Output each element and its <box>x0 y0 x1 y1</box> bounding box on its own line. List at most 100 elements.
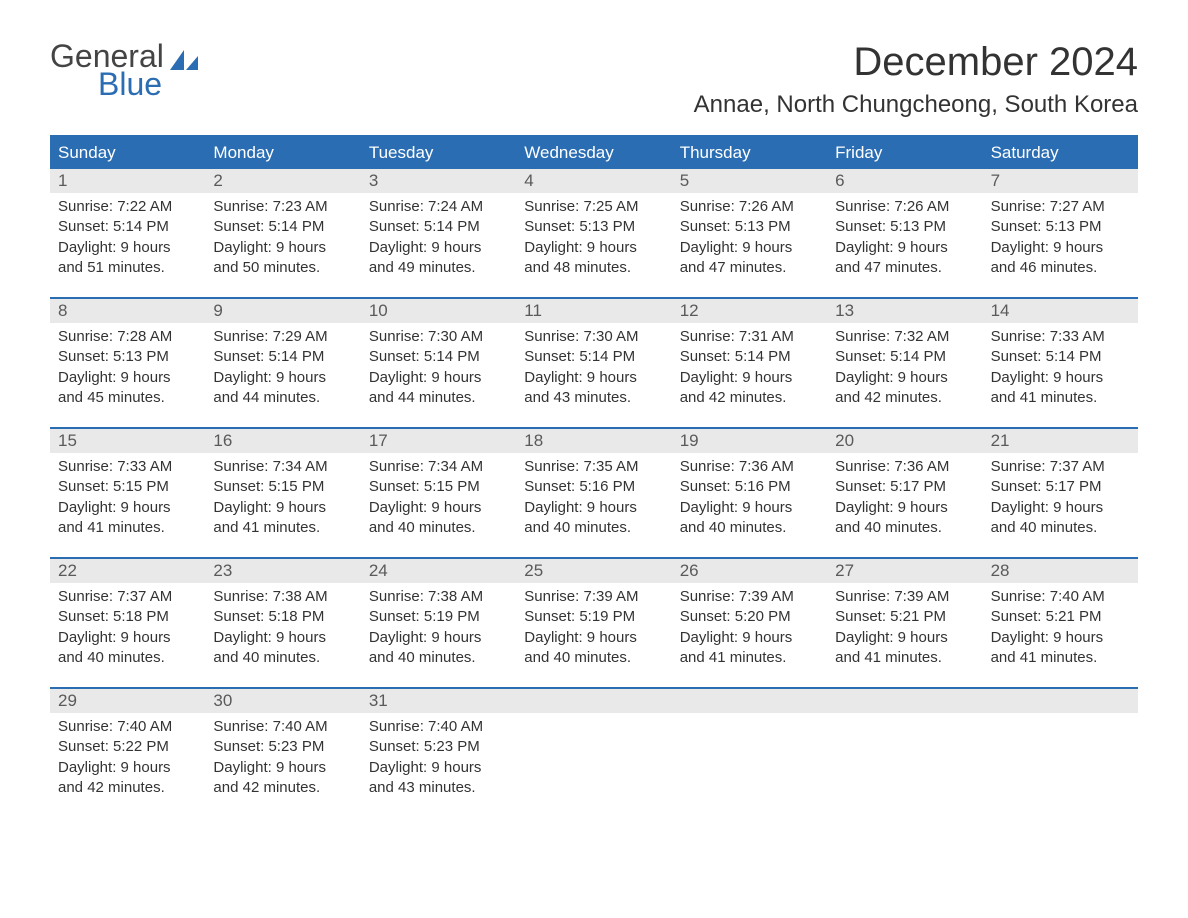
daylight-line-2: and 42 minutes. <box>58 778 197 798</box>
sunrise-line: Sunrise: 7:26 AM <box>680 197 819 217</box>
day-cell: 29Sunrise: 7:40 AMSunset: 5:22 PMDayligh… <box>50 689 205 817</box>
header-wednesday: Wednesday <box>516 137 671 169</box>
day-cell: 9Sunrise: 7:29 AMSunset: 5:14 PMDaylight… <box>205 299 360 427</box>
sunrise-line: Sunrise: 7:38 AM <box>213 587 352 607</box>
daylight-line-1: Daylight: 9 hours <box>991 238 1130 258</box>
day-body: Sunrise: 7:36 AMSunset: 5:16 PMDaylight:… <box>672 453 827 548</box>
daylight-line-1: Daylight: 9 hours <box>991 628 1130 648</box>
day-cell: 24Sunrise: 7:38 AMSunset: 5:19 PMDayligh… <box>361 559 516 687</box>
daylight-line-2: and 40 minutes. <box>524 648 663 668</box>
header-thursday: Thursday <box>672 137 827 169</box>
daylight-line-2: and 41 minutes. <box>991 648 1130 668</box>
sunrise-line: Sunrise: 7:40 AM <box>213 717 352 737</box>
daylight-line-2: and 40 minutes. <box>58 648 197 668</box>
sunset-line: Sunset: 5:14 PM <box>369 217 508 237</box>
day-cell: 26Sunrise: 7:39 AMSunset: 5:20 PMDayligh… <box>672 559 827 687</box>
daylight-line-1: Daylight: 9 hours <box>58 628 197 648</box>
sunrise-line: Sunrise: 7:25 AM <box>524 197 663 217</box>
day-body: Sunrise: 7:39 AMSunset: 5:20 PMDaylight:… <box>672 583 827 678</box>
daylight-line-2: and 41 minutes. <box>213 518 352 538</box>
day-cell: 7Sunrise: 7:27 AMSunset: 5:13 PMDaylight… <box>983 169 1138 297</box>
day-number: 26 <box>672 559 827 583</box>
daylight-line-2: and 41 minutes. <box>835 648 974 668</box>
sunset-line: Sunset: 5:14 PM <box>680 347 819 367</box>
sunset-line: Sunset: 5:21 PM <box>991 607 1130 627</box>
sunset-line: Sunset: 5:15 PM <box>369 477 508 497</box>
day-cell <box>516 689 671 817</box>
sunset-line: Sunset: 5:14 PM <box>991 347 1130 367</box>
day-cell: 13Sunrise: 7:32 AMSunset: 5:14 PMDayligh… <box>827 299 982 427</box>
daylight-line-1: Daylight: 9 hours <box>213 368 352 388</box>
day-body: Sunrise: 7:28 AMSunset: 5:13 PMDaylight:… <box>50 323 205 418</box>
day-body: Sunrise: 7:35 AMSunset: 5:16 PMDaylight:… <box>516 453 671 548</box>
sunrise-line: Sunrise: 7:30 AM <box>369 327 508 347</box>
sunrise-line: Sunrise: 7:26 AM <box>835 197 974 217</box>
day-number: 28 <box>983 559 1138 583</box>
daylight-line-1: Daylight: 9 hours <box>680 368 819 388</box>
day-number: 8 <box>50 299 205 323</box>
sunrise-line: Sunrise: 7:33 AM <box>58 457 197 477</box>
daylight-line-2: and 40 minutes. <box>524 518 663 538</box>
sail-icon <box>170 50 198 70</box>
day-body: Sunrise: 7:27 AMSunset: 5:13 PMDaylight:… <box>983 193 1138 288</box>
day-body: Sunrise: 7:38 AMSunset: 5:18 PMDaylight:… <box>205 583 360 678</box>
daylight-line-2: and 44 minutes. <box>213 388 352 408</box>
day-number: 4 <box>516 169 671 193</box>
sunset-line: Sunset: 5:15 PM <box>213 477 352 497</box>
sunset-line: Sunset: 5:13 PM <box>991 217 1130 237</box>
daylight-line-2: and 41 minutes. <box>680 648 819 668</box>
sunset-line: Sunset: 5:13 PM <box>680 217 819 237</box>
day-cell: 28Sunrise: 7:40 AMSunset: 5:21 PMDayligh… <box>983 559 1138 687</box>
day-body: Sunrise: 7:40 AMSunset: 5:21 PMDaylight:… <box>983 583 1138 678</box>
sunrise-line: Sunrise: 7:36 AM <box>680 457 819 477</box>
day-number: 5 <box>672 169 827 193</box>
sunset-line: Sunset: 5:14 PM <box>213 347 352 367</box>
day-number: 20 <box>827 429 982 453</box>
day-body: Sunrise: 7:37 AMSunset: 5:17 PMDaylight:… <box>983 453 1138 548</box>
daylight-line-2: and 45 minutes. <box>58 388 197 408</box>
sunrise-line: Sunrise: 7:37 AM <box>991 457 1130 477</box>
header-monday: Monday <box>205 137 360 169</box>
day-body: Sunrise: 7:40 AMSunset: 5:23 PMDaylight:… <box>205 713 360 808</box>
week-row: 1Sunrise: 7:22 AMSunset: 5:14 PMDaylight… <box>50 169 1138 297</box>
day-number: 19 <box>672 429 827 453</box>
sunrise-line: Sunrise: 7:37 AM <box>58 587 197 607</box>
day-number: 10 <box>361 299 516 323</box>
daylight-line-2: and 49 minutes. <box>369 258 508 278</box>
sunrise-line: Sunrise: 7:29 AM <box>213 327 352 347</box>
daylight-line-1: Daylight: 9 hours <box>58 238 197 258</box>
weeks-container: 1Sunrise: 7:22 AMSunset: 5:14 PMDaylight… <box>50 169 1138 817</box>
daylight-line-1: Daylight: 9 hours <box>835 368 974 388</box>
day-body: Sunrise: 7:32 AMSunset: 5:14 PMDaylight:… <box>827 323 982 418</box>
daylight-line-1: Daylight: 9 hours <box>213 758 352 778</box>
day-body: Sunrise: 7:39 AMSunset: 5:19 PMDaylight:… <box>516 583 671 678</box>
sunset-line: Sunset: 5:14 PM <box>58 217 197 237</box>
calendar: Sunday Monday Tuesday Wednesday Thursday… <box>50 135 1138 817</box>
day-number <box>983 689 1138 713</box>
day-number <box>672 689 827 713</box>
daylight-line-1: Daylight: 9 hours <box>369 758 508 778</box>
day-number: 6 <box>827 169 982 193</box>
day-number: 12 <box>672 299 827 323</box>
daylight-line-2: and 40 minutes. <box>680 518 819 538</box>
day-cell: 3Sunrise: 7:24 AMSunset: 5:14 PMDaylight… <box>361 169 516 297</box>
sunrise-line: Sunrise: 7:28 AM <box>58 327 197 347</box>
sunrise-line: Sunrise: 7:31 AM <box>680 327 819 347</box>
sunrise-line: Sunrise: 7:27 AM <box>991 197 1130 217</box>
sunrise-line: Sunrise: 7:24 AM <box>369 197 508 217</box>
calendar-header-row: Sunday Monday Tuesday Wednesday Thursday… <box>50 137 1138 169</box>
daylight-line-2: and 50 minutes. <box>213 258 352 278</box>
day-number: 25 <box>516 559 671 583</box>
sunrise-line: Sunrise: 7:39 AM <box>524 587 663 607</box>
day-body: Sunrise: 7:23 AMSunset: 5:14 PMDaylight:… <box>205 193 360 288</box>
sunset-line: Sunset: 5:20 PM <box>680 607 819 627</box>
day-cell: 20Sunrise: 7:36 AMSunset: 5:17 PMDayligh… <box>827 429 982 557</box>
day-number: 30 <box>205 689 360 713</box>
daylight-line-1: Daylight: 9 hours <box>213 498 352 518</box>
sunset-line: Sunset: 5:16 PM <box>680 477 819 497</box>
day-number: 22 <box>50 559 205 583</box>
sunrise-line: Sunrise: 7:40 AM <box>58 717 197 737</box>
week-row: 29Sunrise: 7:40 AMSunset: 5:22 PMDayligh… <box>50 687 1138 817</box>
day-number: 18 <box>516 429 671 453</box>
daylight-line-2: and 48 minutes. <box>524 258 663 278</box>
